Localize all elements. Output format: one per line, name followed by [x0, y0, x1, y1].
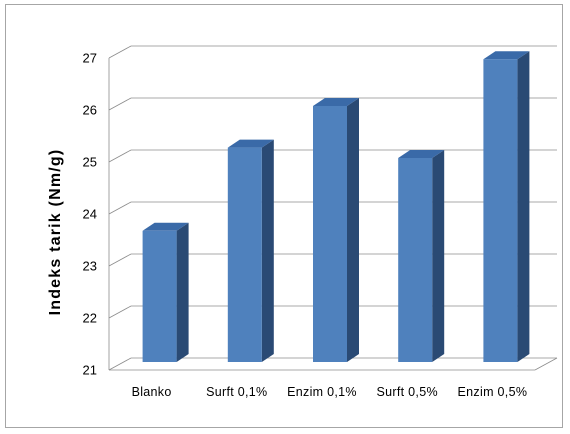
gridline-depth-22 [108, 305, 132, 319]
bars-layer [142, 51, 530, 362]
bar-1 [227, 139, 274, 362]
gridline-depth-21 [108, 357, 132, 371]
bar-top [313, 98, 359, 106]
gridline-depth-23 [108, 253, 132, 267]
gridline-depth-26 [108, 97, 132, 111]
gridline-depth-25 [108, 149, 132, 163]
y-tick-label: 25 [83, 155, 97, 170]
bar-0 [142, 222, 189, 362]
bar-front [483, 59, 518, 362]
y-tick-label: 21 [83, 363, 97, 378]
y-tick-labels: 21 22 23 24 25 26 27 [83, 51, 97, 378]
bar-front [313, 106, 347, 362]
gridline-depth-24 [108, 201, 132, 215]
bar-top [142, 222, 189, 231]
x-category-label: Surft 0,5% [377, 385, 438, 399]
y-tick-label: 23 [83, 259, 97, 274]
bar-4 [483, 51, 530, 362]
x-category-label: Enzim 0,1% [287, 385, 357, 399]
bar-front [142, 230, 177, 362]
y-tick-label: 22 [83, 311, 97, 326]
y-axis-label: Indeks tarik (Nm/g) [47, 149, 64, 316]
bar-2 [313, 98, 359, 362]
x-category-labels: Blanko Surft 0,1% Enzim 0,1% Surft 0,5% Enzi… [132, 385, 528, 399]
bar-3 [398, 150, 445, 362]
bar-side [176, 222, 189, 362]
x-category-label: Enzim 0,5% [458, 385, 528, 399]
y-tick-label: 24 [83, 207, 97, 222]
bar-top [483, 51, 530, 60]
x-category-label: Surft 0,1% [206, 385, 267, 399]
bar-top [227, 139, 274, 148]
bar-side [517, 51, 530, 362]
bar-side [347, 98, 359, 362]
chart-frame [5, 4, 563, 428]
bar-side [432, 150, 445, 362]
bar-front [398, 158, 433, 362]
gridline-depth-27 [108, 45, 132, 59]
y-tick-label: 27 [83, 51, 97, 66]
floor-edge-right [534, 357, 558, 371]
bar-side [261, 139, 274, 362]
x-category-label: Blanko [132, 385, 172, 399]
y-tick-label: 26 [83, 103, 97, 118]
bar-top [398, 150, 445, 158]
bar-front [227, 147, 262, 362]
